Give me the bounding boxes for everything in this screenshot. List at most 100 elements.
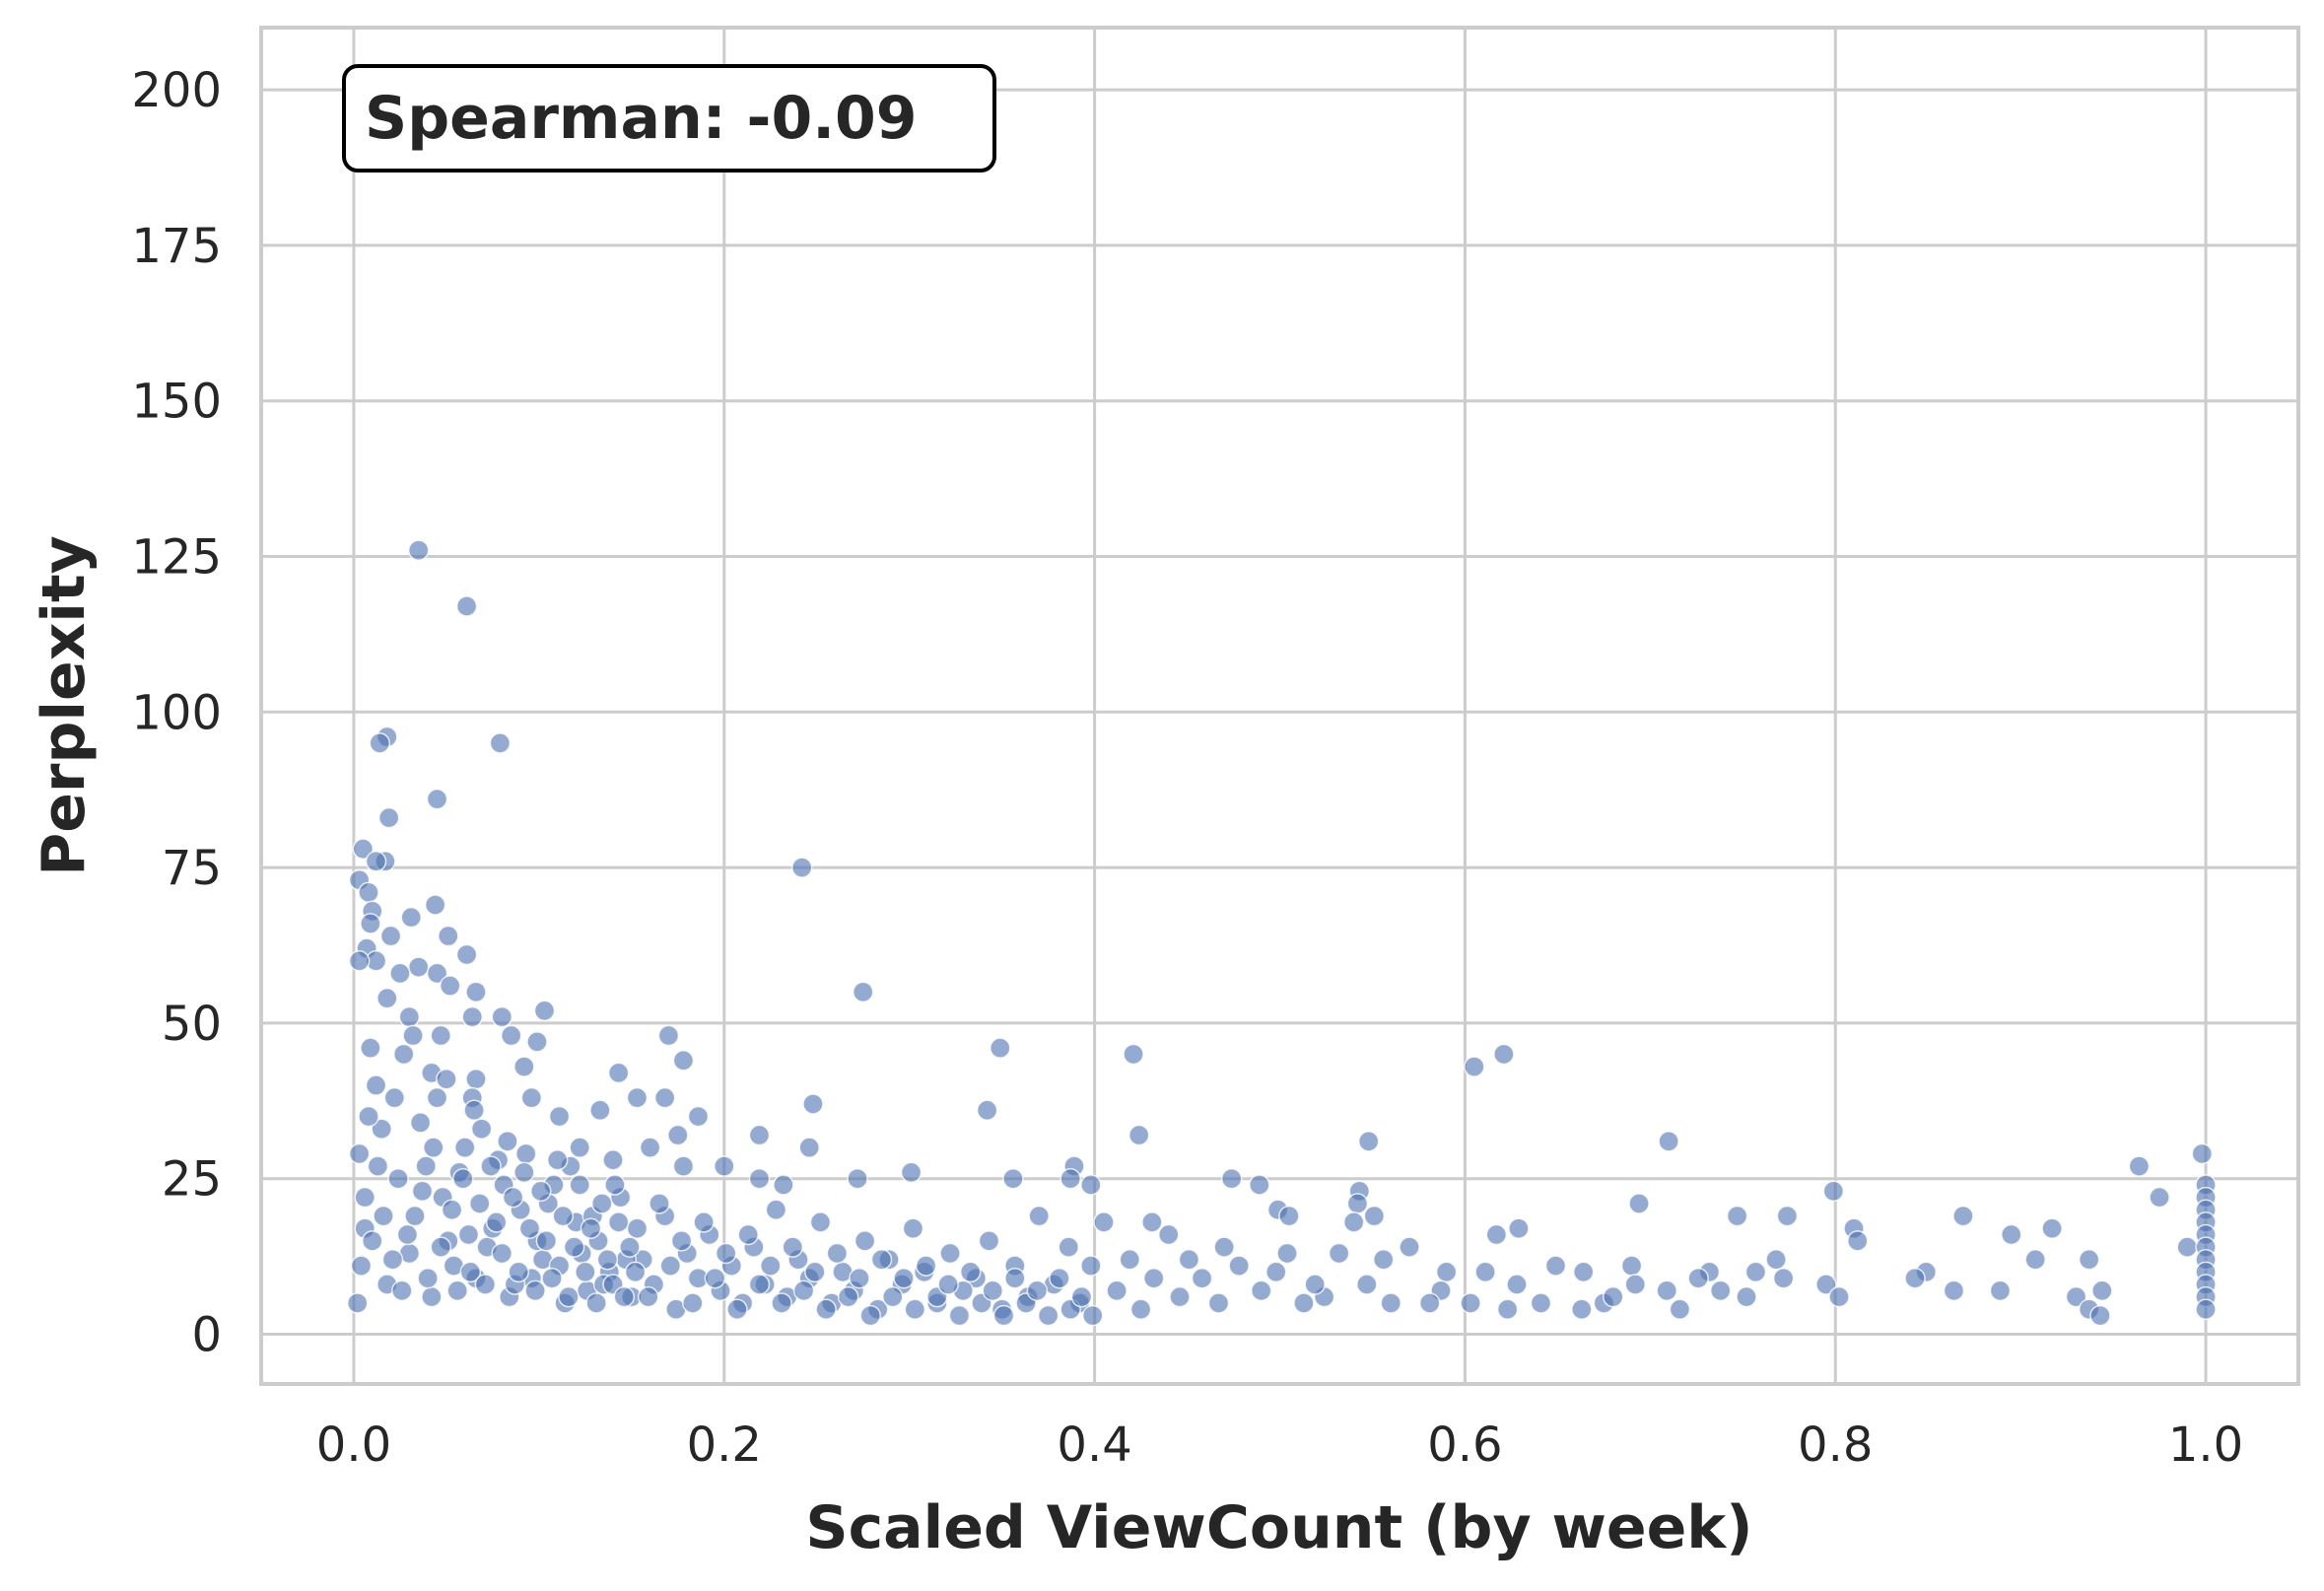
data-point <box>815 1298 837 1321</box>
data-point <box>1776 1205 1799 1227</box>
data-point <box>771 1292 792 1314</box>
data-point <box>990 1037 1011 1059</box>
data-point <box>513 1056 535 1077</box>
data-point <box>607 1211 630 1233</box>
data-point <box>1572 1261 1595 1283</box>
data-point <box>417 1267 439 1289</box>
data-point <box>798 1137 820 1158</box>
data-point <box>1399 1236 1420 1258</box>
data-point <box>381 1249 404 1271</box>
data-point <box>978 1230 1000 1252</box>
data-point <box>430 1024 452 1047</box>
data-point <box>714 1155 735 1177</box>
data-point <box>391 1280 413 1302</box>
data-point <box>430 1236 452 1258</box>
data-point <box>1265 1261 1287 1283</box>
data-point <box>404 1205 426 1227</box>
data-point <box>2191 1142 2214 1165</box>
data-point <box>1049 1267 1070 1289</box>
data-point <box>1736 1285 1757 1308</box>
data-point <box>585 1292 607 1314</box>
spearman-annotation: Spearman: -0.09 <box>342 64 996 173</box>
data-point <box>1904 1267 1926 1289</box>
x-tick-label: 1.0 <box>2168 1418 2243 1473</box>
data-point <box>502 1186 524 1209</box>
data-point <box>1628 1193 1650 1214</box>
data-point <box>520 1086 543 1109</box>
data-point <box>657 1024 680 1047</box>
data-point <box>1815 1274 1837 1295</box>
data-point <box>613 1285 636 1308</box>
data-point <box>847 1167 868 1190</box>
data-point <box>591 1193 613 1214</box>
data-point <box>1744 1261 1767 1283</box>
data-point <box>1726 1205 1748 1227</box>
data-point <box>2024 1249 2046 1271</box>
data-point <box>376 987 398 1009</box>
data-point <box>580 1217 602 1239</box>
data-point <box>1772 1267 1795 1289</box>
data-point <box>1346 1193 1369 1214</box>
data-point <box>552 1205 575 1227</box>
data-point <box>371 1118 392 1140</box>
data-point <box>379 925 402 947</box>
data-point <box>470 1118 493 1140</box>
data-point <box>569 1174 590 1196</box>
data-point <box>360 913 381 934</box>
data-point <box>518 1217 541 1239</box>
data-point <box>348 1142 371 1165</box>
data-point <box>859 1304 881 1327</box>
data-point <box>1709 1280 1732 1302</box>
data-point <box>672 1155 695 1177</box>
y-tick-labels: 0 25 50 75 100 125 150 175 200 <box>131 63 222 1362</box>
data-point <box>672 1050 695 1072</box>
data-point <box>1129 1298 1152 1321</box>
data-point <box>513 1161 535 1184</box>
data-point <box>358 1105 379 1128</box>
data-point <box>1169 1285 1191 1308</box>
y-tick-label: 50 <box>162 997 222 1052</box>
data-point <box>1380 1292 1401 1314</box>
data-point <box>596 1249 619 1271</box>
data-point <box>480 1155 502 1177</box>
data-point <box>465 1068 487 1090</box>
data-point <box>365 851 387 872</box>
data-point <box>619 1236 641 1258</box>
x-tick-label: 0.8 <box>1798 1418 1873 1473</box>
y-tick-label: 125 <box>131 530 222 586</box>
data-point <box>1081 1304 1104 1327</box>
data-point <box>426 1086 448 1109</box>
data-point <box>1544 1255 1567 1277</box>
data-point <box>455 595 478 617</box>
data-point <box>491 1005 513 1028</box>
data-point <box>468 1193 491 1214</box>
data-point <box>1059 1167 1081 1190</box>
data-point <box>1847 1230 1869 1252</box>
data-point <box>541 1267 563 1289</box>
data-point <box>2000 1223 2022 1246</box>
data-point <box>982 1280 1003 1302</box>
data-point <box>726 1298 748 1321</box>
data-point <box>529 1180 552 1203</box>
data-point <box>1080 1174 1102 1196</box>
data-point <box>2195 1298 2217 1321</box>
data-point <box>1357 1131 1380 1152</box>
data-point <box>1276 1242 1298 1265</box>
data-point <box>1106 1280 1128 1302</box>
data-point <box>1158 1223 1180 1246</box>
data-point <box>2078 1249 2100 1271</box>
data-point <box>1418 1292 1441 1314</box>
data-point <box>1070 1285 1093 1308</box>
data-point <box>421 1285 443 1308</box>
data-point <box>1342 1211 1365 1233</box>
data-point <box>407 956 430 978</box>
data-point <box>563 1236 585 1258</box>
data-point <box>383 1086 406 1109</box>
data-point <box>589 1099 611 1122</box>
data-point <box>348 950 371 972</box>
data-point <box>424 894 446 916</box>
data-point <box>1207 1292 1230 1314</box>
data-point <box>1624 1274 1647 1295</box>
annotation-text: Spearman: -0.09 <box>365 84 917 153</box>
